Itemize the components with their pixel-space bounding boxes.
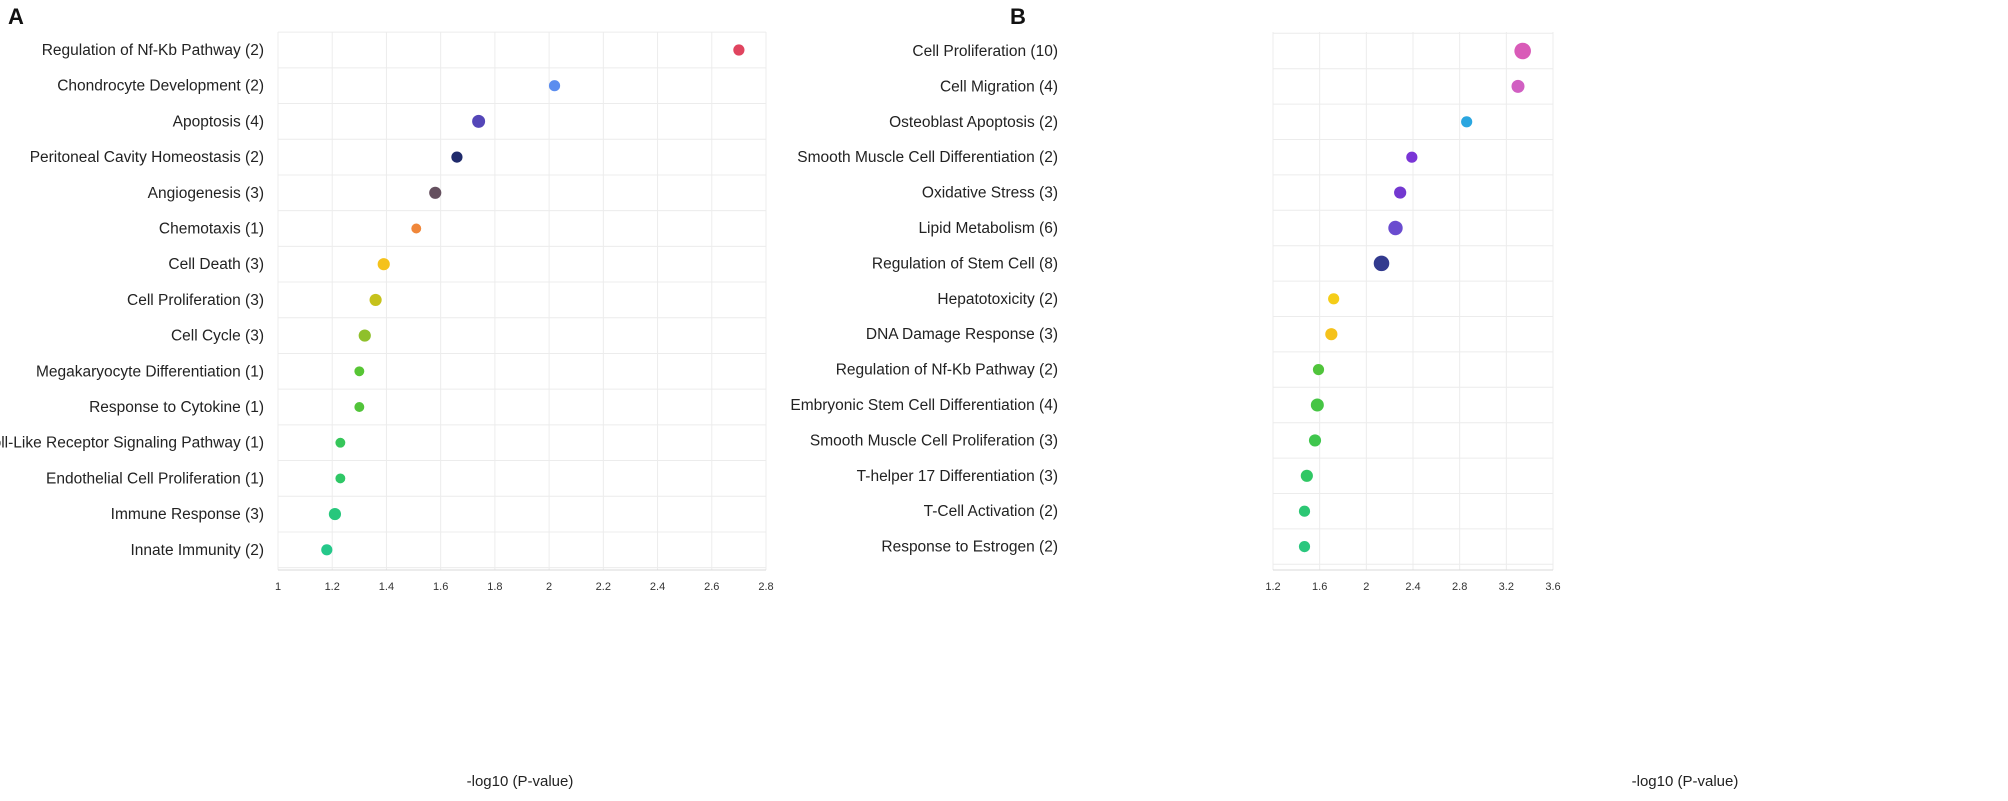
panel-b-x-axis-title: -log10 (P-value) [1632, 773, 1739, 790]
panel-a-grid [277, 31, 767, 571]
category-label: Cell Death (3) [168, 256, 264, 273]
data-point[interactable] [1298, 541, 1311, 553]
data-point[interactable] [1325, 328, 1338, 341]
x-tick-label: 1.4 [379, 581, 394, 593]
panel-a-points [321, 44, 745, 556]
category-label: Embryonic Stem Cell Differentiation (4) [790, 397, 1058, 414]
category-label: Cell Proliferation (3) [127, 292, 264, 309]
data-point[interactable] [377, 258, 390, 271]
x-tick-label: 1 [275, 581, 281, 593]
panel-b-grid [1272, 32, 1554, 571]
x-tick-label: 2 [1363, 581, 1369, 593]
data-point[interactable] [358, 329, 371, 342]
data-point[interactable] [354, 402, 365, 412]
x-tick-label: 2.8 [1452, 581, 1467, 593]
category-label: Smooth Muscle Cell Differentiation (2) [797, 149, 1058, 166]
data-point[interactable] [1308, 434, 1322, 447]
panel-a-x-ticks: 1 1.2 1.4 1.6 1.8 2 2.2 2.4 2.6 2.8 [275, 581, 774, 593]
x-tick-label: 1.2 [325, 581, 340, 593]
x-tick-label: 2.8 [758, 581, 773, 593]
panel-a: A Regulation of Nf-Kb Pathway (2) Chondro… [0, 4, 774, 790]
category-label: Chemotaxis (1) [159, 221, 264, 238]
category-label: Innate Immunity (2) [130, 542, 264, 559]
data-point[interactable] [369, 293, 382, 306]
data-point[interactable] [335, 473, 346, 484]
x-tick-label: 2.4 [1405, 581, 1420, 593]
category-label: Smooth Muscle Cell Proliferation (3) [810, 432, 1058, 449]
category-label: Regulation of Stem Cell (8) [872, 255, 1058, 272]
category-label: Peritoneal Cavity Homeostasis (2) [30, 149, 264, 166]
data-point[interactable] [1461, 116, 1473, 128]
data-point[interactable] [1298, 505, 1311, 517]
data-point[interactable] [1373, 255, 1390, 272]
panel-b-points [1298, 42, 1531, 553]
data-point[interactable] [1312, 364, 1325, 376]
category-label: Megakaryocyte Differentiation (1) [36, 363, 264, 380]
data-point[interactable] [1300, 469, 1313, 482]
x-tick-label: 3.6 [1545, 581, 1560, 593]
panel-b-category-labels: Cell Proliferation (10) Cell Migration (4… [790, 43, 1058, 556]
panel-a-category-labels: Regulation of Nf-Kb Pathway (2) Chondrocy… [0, 42, 264, 559]
panel-a-label: A [8, 4, 24, 29]
category-label: Lipid Metabolism (6) [918, 220, 1058, 237]
x-tick-label: 2.6 [704, 581, 719, 593]
category-label: Cell Migration (4) [940, 78, 1058, 95]
data-point[interactable] [1388, 220, 1403, 236]
category-label: Regulation of Nf-Kb Pathway (2) [836, 362, 1058, 379]
category-label: Chondrocyte Development (2) [57, 78, 264, 95]
category-label: Osteoblast Apoptosis (2) [889, 114, 1058, 131]
category-label: Immune Response (3) [111, 506, 264, 523]
data-point[interactable] [1511, 79, 1525, 93]
panel-b-label: B [1010, 4, 1026, 29]
x-tick-label: 2.4 [650, 581, 665, 593]
category-label: Cell Proliferation (10) [912, 43, 1058, 60]
category-label: Cell Cycle (3) [171, 328, 264, 345]
data-point[interactable] [451, 151, 463, 163]
category-label: Oxidative Stress (3) [922, 185, 1058, 202]
category-label: Endothelial Cell Proliferation (1) [46, 470, 264, 487]
data-point[interactable] [1514, 42, 1531, 60]
data-point[interactable] [411, 223, 422, 234]
x-tick-label: 2 [546, 581, 552, 593]
x-tick-label: 2.2 [596, 581, 611, 593]
x-tick-label: 3.2 [1499, 581, 1514, 593]
data-point[interactable] [1394, 186, 1407, 199]
data-point[interactable] [548, 80, 561, 92]
data-point[interactable] [429, 186, 442, 199]
data-point[interactable] [472, 114, 486, 128]
x-tick-label: 1.6 [433, 581, 448, 593]
category-label: Angiogenesis (3) [148, 185, 264, 202]
data-point[interactable] [328, 508, 342, 521]
data-point[interactable] [354, 366, 365, 377]
category-label: T-Cell Activation (2) [924, 503, 1058, 520]
panel-b-x-ticks: 1.2 1.6 2 2.4 2.8 3.2 3.6 [1265, 581, 1560, 593]
x-tick-label: 1.2 [1265, 581, 1280, 593]
category-label: Apoptosis (4) [173, 113, 264, 130]
x-tick-label: 1.6 [1312, 581, 1327, 593]
panel-a-x-axis-title: -log10 (P-value) [467, 773, 574, 790]
data-point[interactable] [1406, 151, 1418, 163]
category-label: Response to Cytokine (1) [89, 399, 264, 416]
category-label: DNA Damage Response (3) [866, 326, 1058, 343]
data-point[interactable] [1310, 398, 1324, 412]
x-tick-label: 1.8 [487, 581, 502, 593]
category-label: Response to Estrogen (2) [881, 539, 1058, 556]
data-point[interactable] [321, 544, 333, 556]
category-label: Hepatotoxicity (2) [937, 291, 1058, 308]
data-point[interactable] [733, 44, 745, 56]
category-label: Toll-Like Receptor Signaling Pathway (1) [0, 435, 264, 452]
data-point[interactable] [1328, 293, 1340, 305]
category-label: T-helper 17 Differentiation (3) [857, 468, 1058, 485]
panel-b: B Cell Proliferation (10) Cell Migration … [790, 4, 1738, 790]
category-label: Regulation of Nf-Kb Pathway (2) [42, 42, 264, 59]
data-point[interactable] [335, 437, 346, 448]
